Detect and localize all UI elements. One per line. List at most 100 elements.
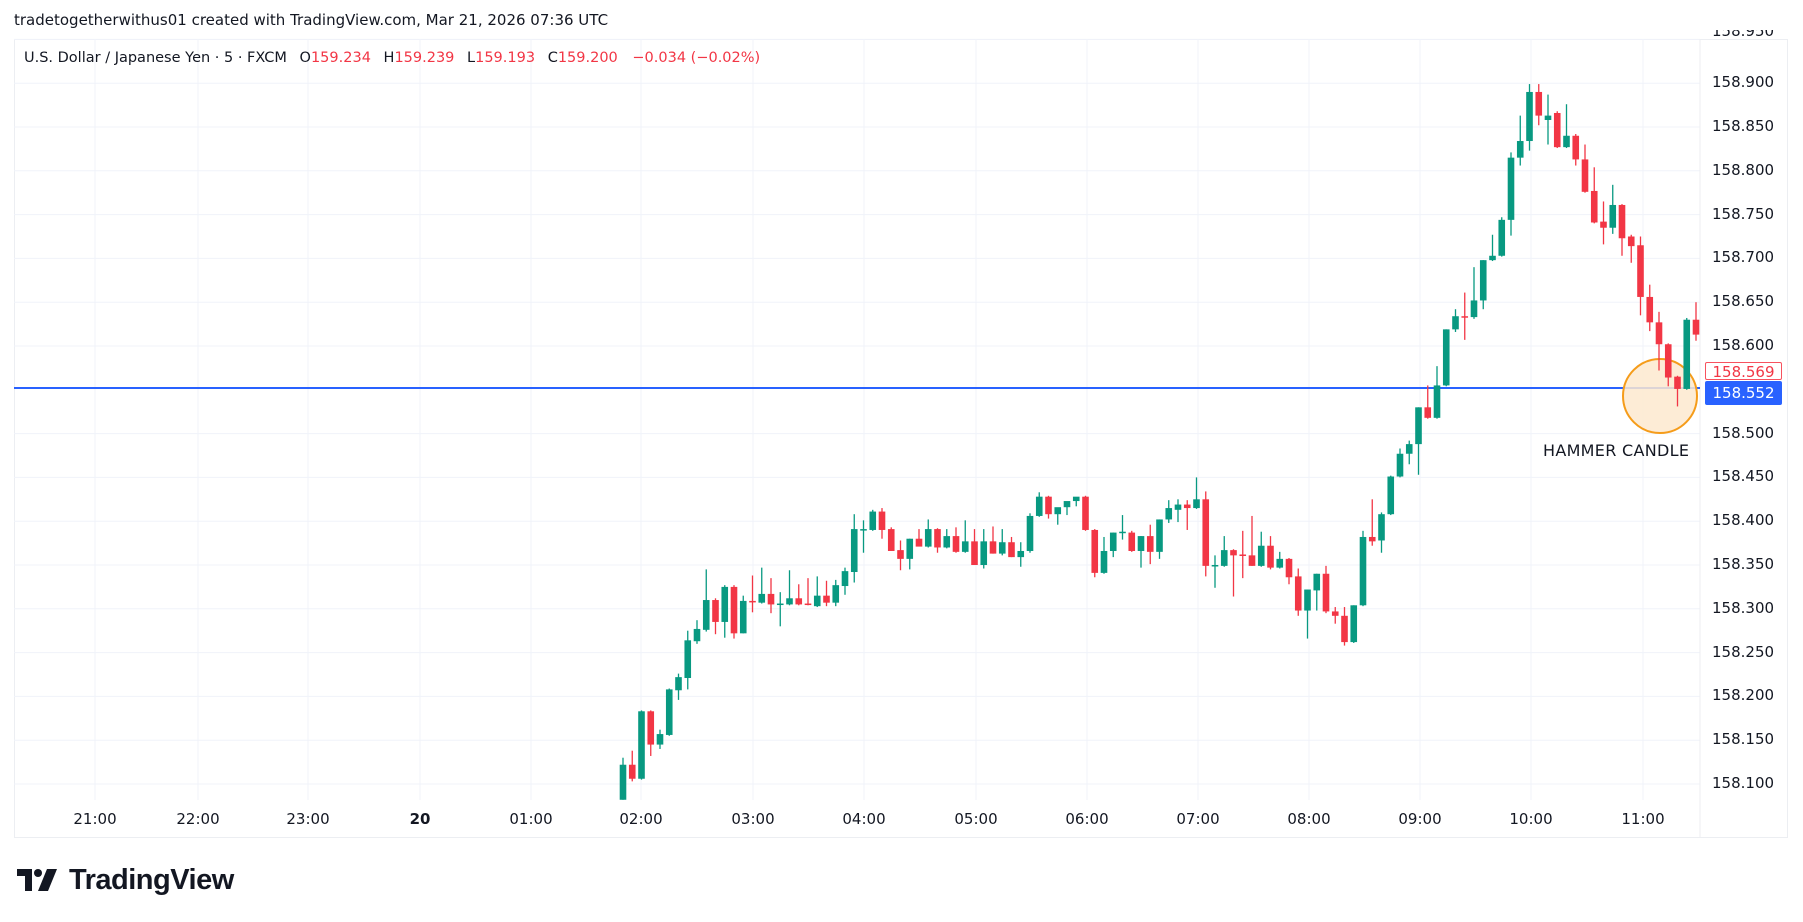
candle (1590, 167, 1598, 224)
candle (628, 750, 636, 782)
candle (878, 508, 886, 539)
candle (1479, 260, 1487, 310)
candle (1553, 111, 1561, 149)
candle (1322, 565, 1330, 614)
candle (989, 526, 997, 554)
candle (915, 529, 923, 547)
high-label: H (383, 50, 395, 66)
candle (1581, 144, 1589, 193)
candle (1572, 134, 1580, 166)
horizontal-line-price-tag: 158.552 (1705, 381, 1782, 405)
candle (850, 514, 858, 583)
candle (638, 710, 645, 780)
time-axis-label: 02:00 (619, 810, 663, 828)
candle (952, 527, 960, 553)
time-axis-label: 08:00 (1287, 810, 1331, 828)
candle (1100, 536, 1108, 574)
candle (924, 519, 932, 548)
candle (980, 529, 988, 569)
candle (1563, 104, 1570, 149)
candle (1276, 551, 1284, 569)
time-axis-label: 04:00 (842, 810, 886, 828)
candle (1331, 607, 1339, 624)
candle (804, 578, 812, 606)
candle (684, 630, 692, 690)
time-axis-label: 01:00 (509, 810, 553, 828)
time-axis-label: 20 (409, 810, 431, 828)
candle (1683, 317, 1691, 390)
candle (1054, 507, 1062, 525)
candle (767, 578, 775, 614)
candle (1156, 519, 1163, 559)
candle (832, 579, 840, 607)
candle (1035, 492, 1043, 517)
hammer-candle-label[interactable]: HAMMER CANDLE (1543, 441, 1690, 460)
candle (1350, 605, 1358, 643)
price-axis-label: 158.700 (1712, 248, 1775, 267)
candle (730, 585, 738, 639)
candle (860, 520, 867, 553)
symbol-name[interactable]: U.S. Dollar / Japanese Yen · 5 · FXCM (24, 50, 287, 66)
candle (1378, 512, 1385, 553)
candle (1396, 448, 1404, 478)
time-axis-label: 23:00 (286, 810, 330, 828)
candle (1470, 267, 1478, 319)
candle (721, 585, 729, 638)
candle (1174, 499, 1182, 523)
candle (1026, 513, 1034, 553)
candle (1193, 477, 1200, 509)
tradingview-logo[interactable]: TradingView (17, 863, 234, 896)
price-axis-label: 158.450 (1712, 467, 1775, 486)
candle (1183, 500, 1191, 530)
candle (776, 592, 784, 627)
close-value: 159.200 (557, 50, 618, 66)
candle (1008, 536, 1015, 558)
candle (906, 538, 914, 570)
price-axis-label: 158.500 (1712, 423, 1775, 442)
tradingview-logo-text: TradingView (69, 863, 234, 896)
candle (1313, 573, 1321, 611)
last-price-tag: 158.569 (1705, 362, 1782, 381)
time-axis-label: 11:00 (1621, 810, 1665, 828)
close-label: C (547, 50, 558, 66)
candle (1359, 530, 1367, 607)
price-axis-label: 158.150 (1712, 730, 1775, 749)
candle (619, 757, 627, 800)
candle (656, 729, 664, 749)
candle (1109, 532, 1117, 558)
candle (1692, 302, 1700, 341)
time-axis-label: 07:00 (1176, 810, 1220, 828)
candle (1489, 234, 1496, 262)
price-axis-label: 158.650 (1712, 292, 1775, 311)
candle (1128, 530, 1136, 552)
candle (961, 520, 969, 553)
candle (702, 569, 710, 632)
candle (1405, 440, 1413, 465)
candle (1424, 385, 1432, 419)
candle (1220, 536, 1228, 567)
candle (786, 570, 793, 606)
price-axis-label: 158.750 (1712, 204, 1775, 223)
candle (813, 576, 821, 608)
candle (1433, 366, 1441, 419)
open-label: O (299, 50, 311, 66)
candle (1498, 217, 1506, 257)
high-value: 159.239 (394, 50, 455, 66)
candle (841, 567, 849, 595)
grid-lines (14, 38, 1701, 838)
candle (739, 595, 747, 634)
candles (619, 84, 1700, 800)
candle (897, 540, 904, 571)
candle (869, 509, 877, 531)
low-label: L (467, 50, 476, 66)
time-axis-label: 10:00 (1509, 810, 1553, 828)
tradingview-logo-icon (17, 869, 57, 891)
candle (665, 688, 673, 736)
candle (1646, 284, 1654, 332)
price-axis-label: 158.600 (1712, 336, 1775, 354)
candle (1230, 549, 1237, 597)
candle (1248, 515, 1256, 566)
candle (1017, 542, 1025, 567)
candle (1516, 115, 1524, 166)
